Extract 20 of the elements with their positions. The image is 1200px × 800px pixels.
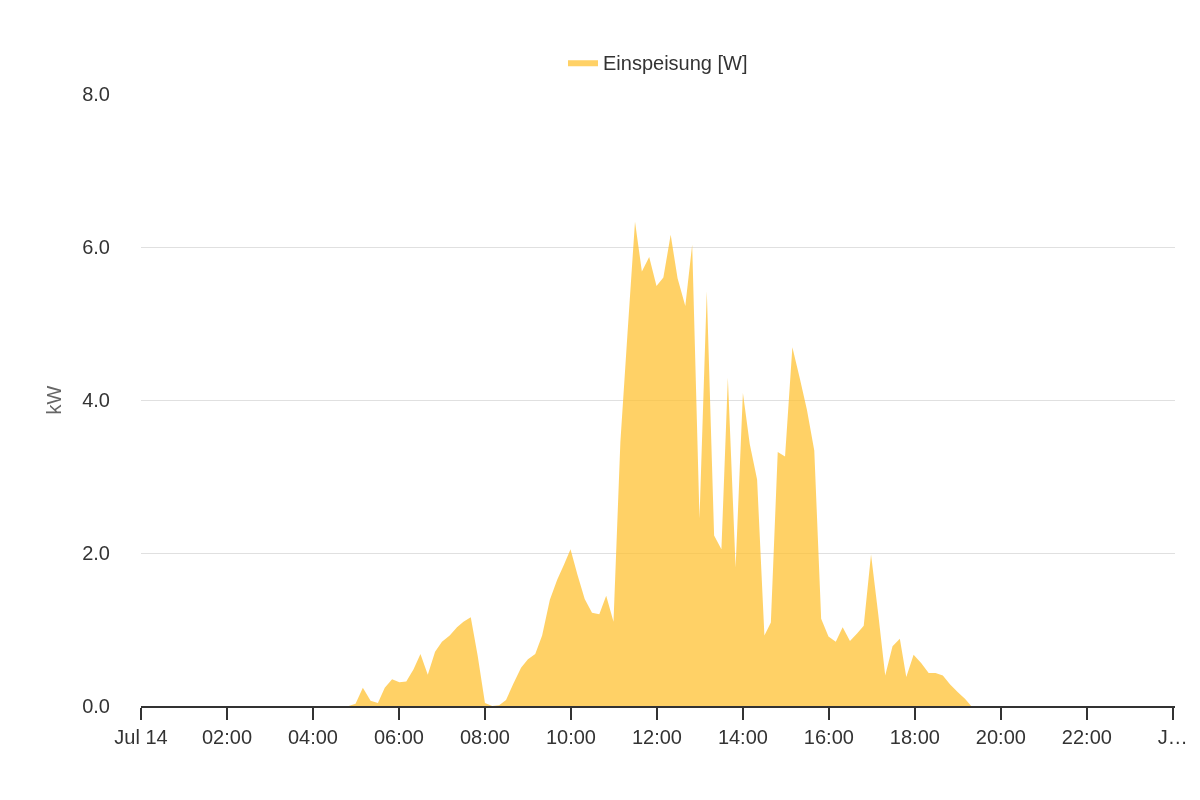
y-tick-label: 2.0: [82, 542, 110, 564]
legend-label: Einspeisung [W]: [603, 52, 748, 75]
y-tick-label: 4.0: [82, 389, 110, 411]
x-tick-label: 04:00: [287, 726, 339, 748]
x-tick-label: 20:00: [975, 726, 1026, 748]
x-tick-label: Jul 14: [114, 726, 168, 748]
x-tick-label: 18:00: [889, 726, 940, 748]
x-tick-label: 14:00: [717, 726, 768, 748]
x-tick-label: 02:00: [201, 726, 253, 748]
y-tick-label: 0.0: [82, 695, 110, 717]
y-axis-title: kW: [42, 385, 65, 415]
y-tick-label: 8.0: [82, 83, 110, 105]
x-tick-label: 06:00: [373, 726, 424, 748]
x-tick-label: 12:00: [631, 726, 682, 748]
x-tick-label: 22:00: [1061, 726, 1112, 748]
x-tick-label: 16:00: [803, 726, 854, 748]
x-tick-label: 08:00: [459, 726, 510, 748]
x-tick-label: J…: [1157, 726, 1188, 748]
y-tick-label: 6.0: [82, 236, 110, 258]
x-tick-label: 10:00: [545, 726, 596, 748]
